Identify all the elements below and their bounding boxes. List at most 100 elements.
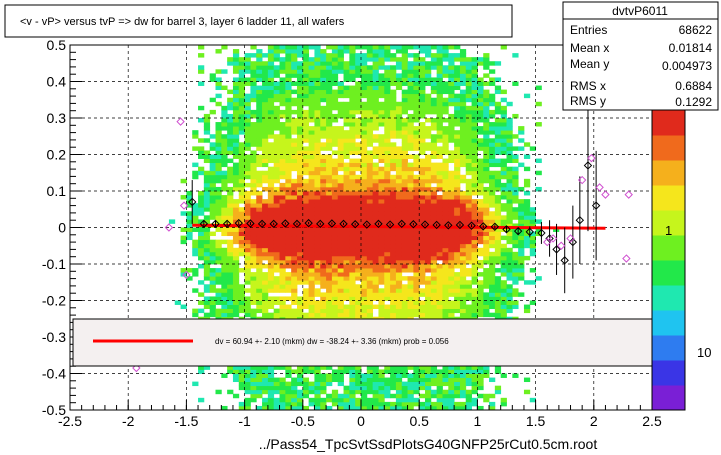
heatmap-cell: [331, 158, 339, 164]
heatmap-cell: [361, 73, 368, 78]
heatmap-cell: [425, 405, 432, 411]
heatmap-cell: [279, 304, 286, 310]
heatmap-cell: [425, 126, 432, 131]
heatmap-cell: [407, 61, 414, 66]
heatmap-cell: [477, 186, 484, 192]
heatmap-cell: [459, 401, 467, 407]
heatmap-cell: [198, 138, 205, 143]
heatmap-cell: [337, 154, 344, 159]
heatmap-cell: [273, 166, 280, 172]
outlier-point: [179, 201, 189, 210]
heatmap-cell: [221, 154, 228, 159]
heatmap-cell: [471, 373, 478, 378]
heatmap-cell: [331, 182, 339, 188]
heatmap-cell: [419, 93, 426, 99]
heatmap-cell: [302, 65, 310, 70]
heatmap-cell: [343, 207, 350, 212]
heatmap-cell: [250, 235, 257, 241]
heatmap-cell: [448, 385, 455, 391]
heatmap-cell: [227, 134, 234, 139]
heatmap-cell: [372, 150, 379, 155]
heatmap-cell: [372, 288, 379, 293]
heatmap-cell: [209, 211, 216, 216]
heatmap-cell: [401, 259, 408, 265]
heatmap-cell: [349, 178, 356, 184]
heatmap-cell: [454, 264, 461, 269]
heatmap-cell: [407, 81, 414, 86]
heatmap-cell: [215, 288, 222, 293]
heatmap-cell: [279, 203, 286, 208]
heatmap-cell: [279, 101, 286, 107]
heatmap-cell: [390, 264, 397, 269]
heatmap-cell: [395, 195, 403, 200]
heatmap-cell: [326, 89, 333, 95]
heatmap-cell: [302, 365, 310, 370]
profile-point: [545, 234, 554, 243]
heatmap-cell: [506, 207, 513, 212]
heatmap-cell: [343, 397, 350, 403]
heatmap-cell: [442, 101, 449, 107]
heatmap-cell: [326, 264, 333, 269]
heatmap-cell: [430, 264, 438, 269]
heatmap-cell: [198, 397, 205, 403]
heatmap-cell: [262, 385, 269, 391]
heatmap-cell: [395, 373, 403, 378]
heatmap-cell: [296, 45, 304, 50]
heatmap-cell: [512, 268, 519, 273]
heatmap-cell: [250, 381, 257, 387]
heatmap-cell: [308, 219, 315, 224]
heatmap-cell: [407, 308, 414, 314]
profile-point: [269, 219, 278, 229]
heatmap-cell: [430, 89, 438, 95]
heatmap-cell: [256, 130, 263, 135]
heatmap-cell: [500, 223, 507, 228]
heatmap-cell: [337, 381, 344, 387]
heatmap-cell: [506, 203, 513, 208]
heatmap-cell: [477, 130, 484, 135]
heatmap-cell: [198, 219, 205, 224]
heatmap-cell: [442, 259, 449, 265]
heatmap-cell: [244, 97, 251, 103]
palette-swatch: [652, 385, 685, 411]
heatmap-cell: [314, 61, 321, 66]
heatmap-cell: [227, 300, 234, 305]
heatmap-cell: [256, 255, 263, 261]
heatmap-cell: [378, 207, 385, 212]
heatmap-cell: [366, 162, 374, 168]
heatmap-cell: [442, 85, 449, 91]
heatmap-cell: [454, 69, 461, 74]
heatmap-cell: [465, 158, 472, 164]
heatmap-cell: [273, 93, 280, 99]
heatmap-cell: [401, 118, 408, 123]
heatmap-cell: [314, 373, 321, 378]
heatmap-cell: [477, 377, 484, 383]
heatmap-cell: [500, 203, 507, 208]
heatmap-cell: [448, 231, 455, 237]
heatmap-cell: [302, 272, 310, 277]
heatmap-cell: [454, 393, 461, 399]
heatmap-cell: [477, 211, 484, 216]
heatmap-cell: [343, 49, 350, 54]
heatmap-cell: [337, 109, 344, 115]
heatmap-cell: [366, 85, 374, 91]
heatmap-cell: [262, 174, 269, 180]
heatmap-cell: [308, 162, 315, 168]
heatmap-cell: [430, 154, 438, 159]
heatmap-cell: [384, 195, 391, 200]
heatmap-cell: [419, 166, 426, 172]
heatmap-cell: [407, 93, 414, 99]
heatmap-cell: [401, 308, 408, 314]
heatmap-cell: [331, 211, 339, 216]
heatmap-cell: [512, 280, 519, 285]
heatmap-cell: [320, 158, 327, 164]
heatmap-cell: [256, 69, 263, 74]
heatmap-cell: [442, 393, 449, 399]
heatmap-cell: [267, 170, 275, 176]
heatmap-cell: [459, 215, 467, 220]
heatmap-cell: [489, 259, 496, 265]
heatmap-cell: [454, 85, 461, 91]
heatmap-cell: [489, 174, 496, 180]
heatmap-cell: [285, 284, 292, 289]
heatmap-cell: [384, 138, 391, 143]
heatmap-cell: [227, 272, 234, 277]
